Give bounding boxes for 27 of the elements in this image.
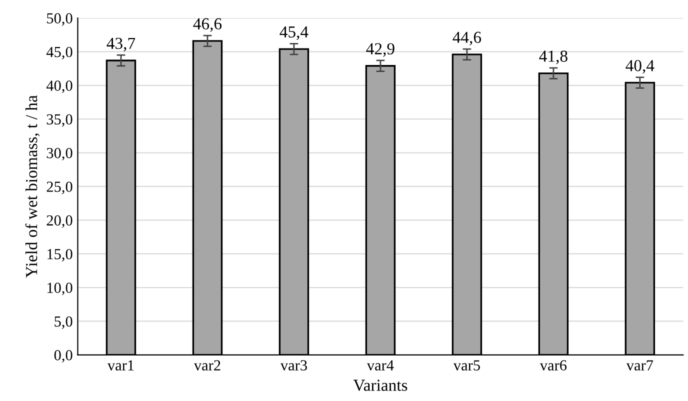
x-tick-label: var4 — [366, 360, 394, 370]
y-tick-label: 25,0 — [46, 182, 72, 194]
y-tick-label: 50,0 — [47, 13, 72, 26]
y-tick-label: 20,0 — [46, 215, 72, 228]
y-tick-label: 0,0 — [54, 350, 72, 363]
y-tick-label: 5,0 — [54, 316, 72, 329]
x-tick-label: var1 — [107, 360, 134, 370]
x-tick-label: var6 — [540, 360, 567, 370]
data-label: 40,4 — [626, 60, 654, 74]
x-tick-label: var3 — [280, 360, 307, 370]
y-axis-title: Yield of wet biomass, t / ha — [25, 95, 40, 278]
x-tick-label: var2 — [194, 360, 220, 370]
x-tick-label: var7 — [626, 360, 654, 370]
y-tick-label: 40,0 — [46, 80, 72, 94]
data-label: 41,8 — [539, 50, 568, 64]
x-tick-label: var5 — [453, 360, 480, 370]
data-label: 45,4 — [280, 26, 308, 40]
data-label: 44,6 — [452, 32, 482, 46]
y-tick-label: 30,0 — [46, 148, 72, 160]
data-label: 43,7 — [106, 38, 136, 52]
y-tick-label: 45,0 — [46, 46, 72, 60]
y-tick-label: 10,0 — [47, 282, 72, 296]
x-axis-title: Variants — [353, 380, 408, 391]
y-tick-label: 35,0 — [46, 114, 72, 127]
data-label: 42,9 — [366, 43, 394, 57]
data-label: 46,6 — [193, 18, 222, 32]
y-tick-label: 15,0 — [47, 248, 72, 262]
